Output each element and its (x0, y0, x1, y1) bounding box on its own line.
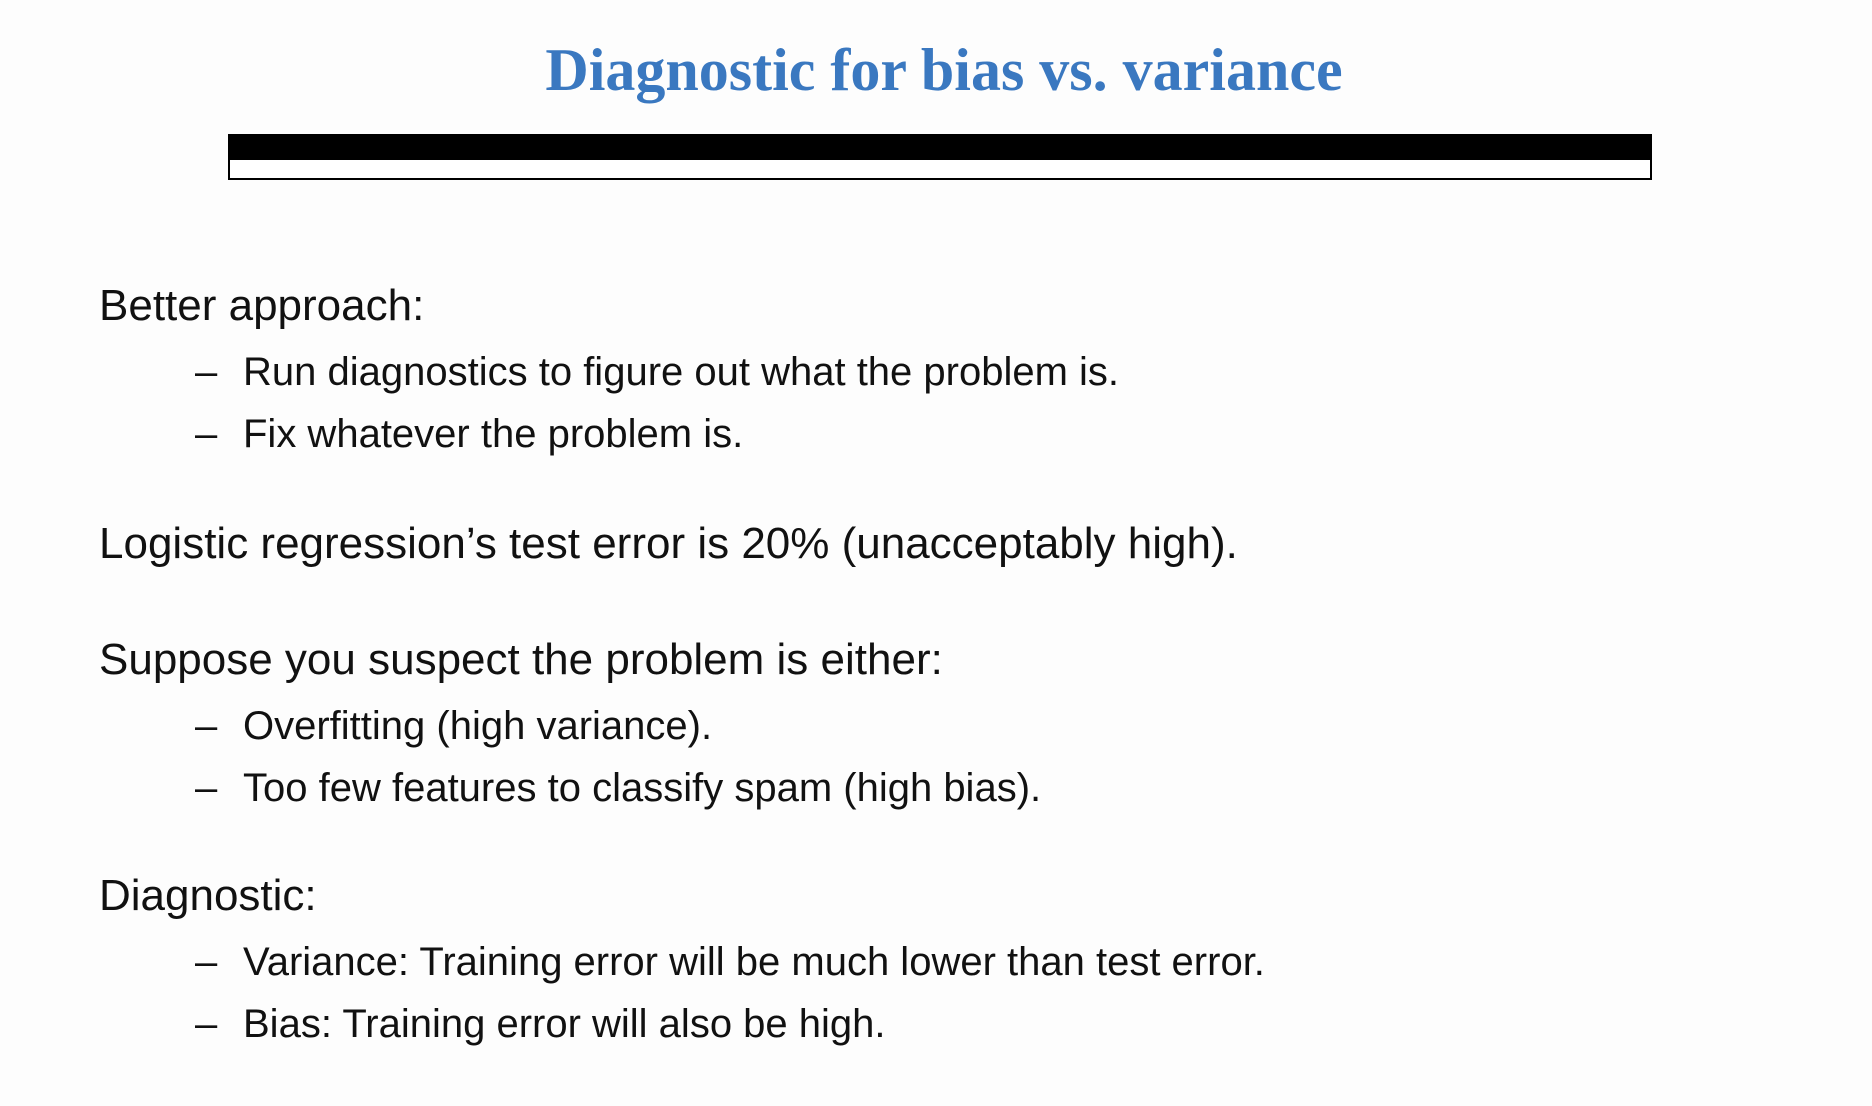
list-item-text: Run diagnostics to figure out what the p… (243, 350, 1120, 394)
list-item-text: Overfitting (high variance). (243, 704, 713, 748)
list-item-text: Fix whatever the problem is. (243, 412, 744, 456)
title-underline-bar (230, 136, 1650, 160)
suppose-heading: Suppose you suspect the problem is eithe… (99, 635, 943, 684)
bullet-dash: – (195, 412, 218, 456)
test-error-statement: Logistic regression’s test error is 20% … (99, 519, 1238, 568)
title-underline-rule (228, 134, 1652, 180)
bullet-dash: – (195, 940, 218, 984)
diagnostic-heading: Diagnostic: (99, 871, 317, 920)
list-item-text: Bias: Training error will also be high. (243, 1002, 886, 1046)
slide-title: Diagnostic for bias vs. variance (545, 37, 1343, 103)
bullet-dash: – (195, 766, 218, 810)
better-approach-heading: Better approach: (99, 281, 425, 330)
list-item-text: Variance: Training error will be much lo… (243, 940, 1265, 984)
bullet-dash: – (195, 704, 218, 748)
list-item-text: Too few features to classify spam (high … (243, 766, 1042, 810)
bullet-dash: – (195, 1002, 218, 1046)
bullet-dash: – (195, 350, 218, 394)
